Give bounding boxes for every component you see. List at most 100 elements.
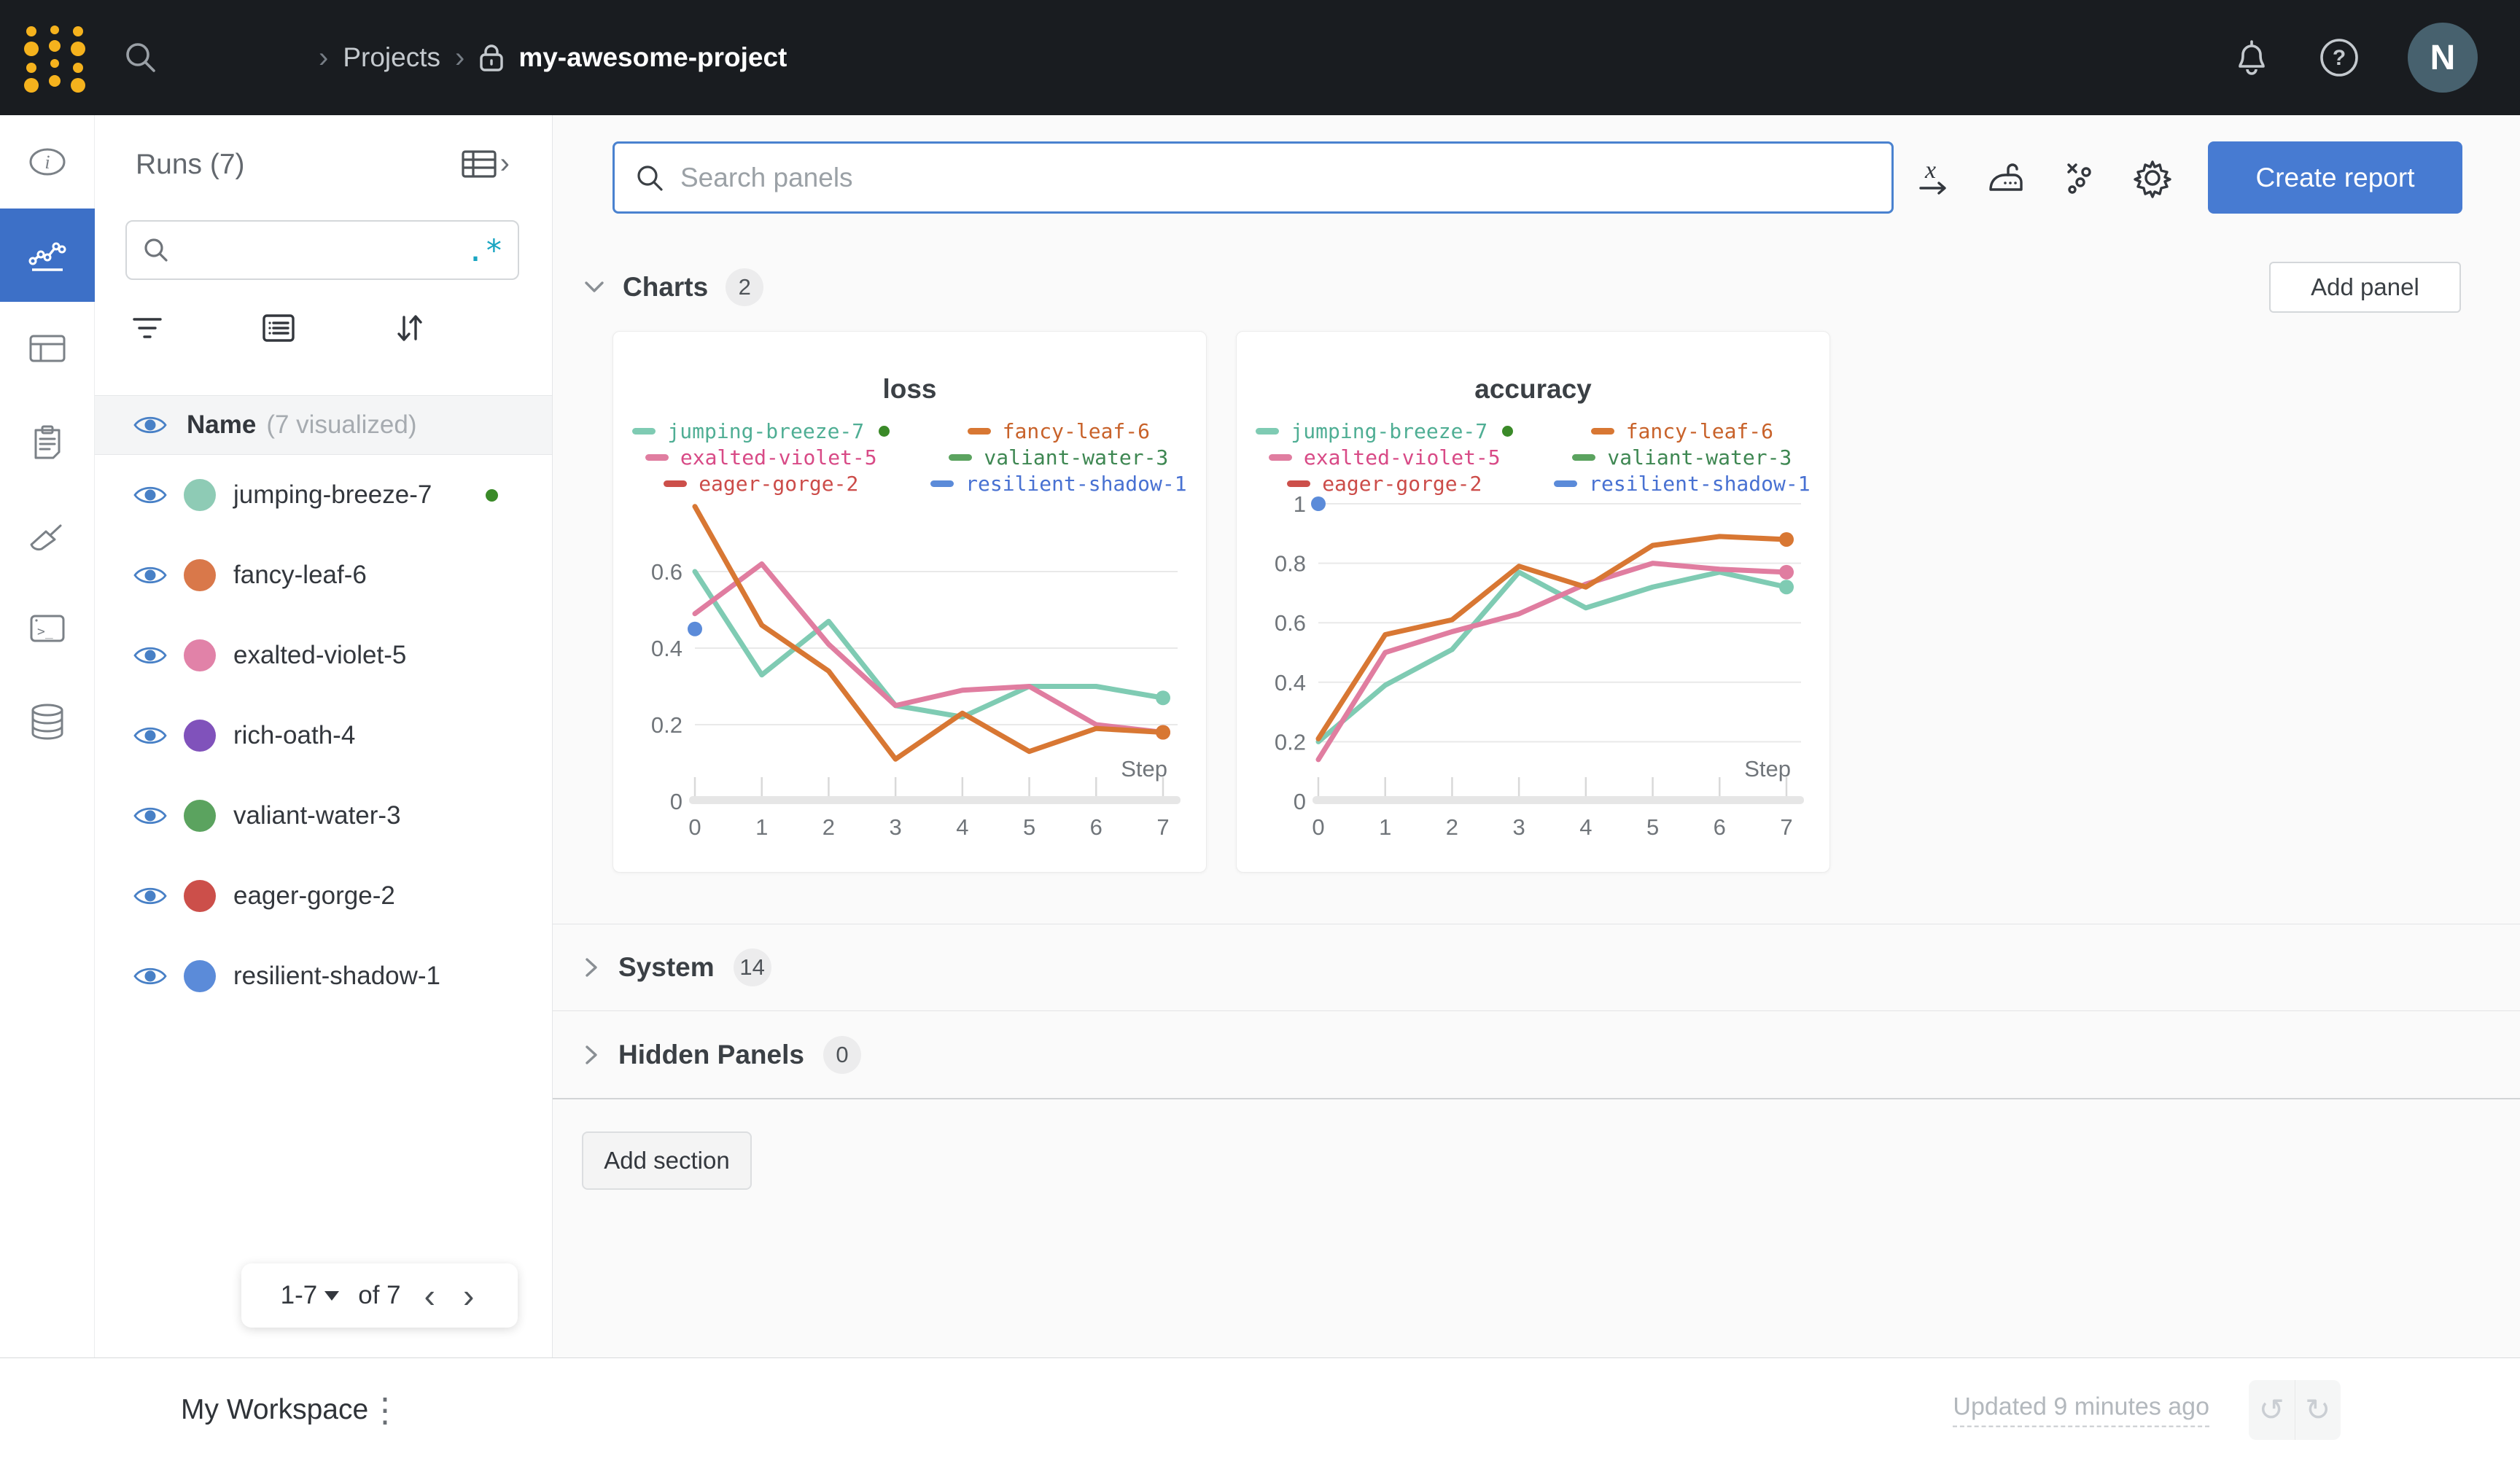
open-runs-table-icon[interactable]: › bbox=[461, 147, 510, 180]
legend-item[interactable]: eager-gorge-2 bbox=[1287, 470, 1482, 496]
visibility-eye-icon[interactable] bbox=[133, 563, 168, 588]
svg-text:3: 3 bbox=[1513, 814, 1525, 840]
nav-artifacts-icon[interactable] bbox=[0, 675, 95, 768]
sort-icon[interactable] bbox=[388, 306, 432, 350]
nav-reports-icon[interactable] bbox=[0, 395, 95, 488]
breadcrumb-separator: › bbox=[454, 42, 465, 74]
legend-item[interactable]: jumping-breeze-7 bbox=[1256, 418, 1514, 444]
run-row[interactable]: rich-oath-4 bbox=[95, 696, 552, 776]
visibility-eye-icon[interactable] bbox=[133, 413, 168, 437]
run-name-label: fancy-leaf-6 bbox=[233, 561, 367, 589]
wandb-logo-icon[interactable] bbox=[23, 21, 87, 94]
filter-funnel-icon[interactable] bbox=[125, 306, 169, 350]
visibility-eye-icon[interactable] bbox=[133, 803, 168, 828]
nav-runs-table-icon[interactable] bbox=[0, 302, 95, 395]
visibility-eye-icon[interactable] bbox=[133, 723, 168, 748]
page-total-label: of 7 bbox=[358, 1281, 401, 1309]
create-report-button[interactable]: Create report bbox=[2208, 141, 2462, 214]
run-row[interactable]: eager-gorge-2 bbox=[95, 856, 552, 936]
undo-button[interactable]: ↺ bbox=[2249, 1379, 2295, 1440]
nav-workspace-charts[interactable] bbox=[0, 209, 95, 302]
legend-item[interactable]: eager-gorge-2 bbox=[664, 470, 858, 496]
run-row[interactable]: resilient-shadow-1 bbox=[95, 936, 552, 1016]
legend-item[interactable]: fancy-leaf-6 bbox=[967, 418, 1150, 444]
system-section-header[interactable]: System 14 bbox=[553, 924, 2520, 1010]
nav-overview-icon[interactable]: i bbox=[0, 115, 95, 209]
legend-item[interactable]: exalted-violet-5 bbox=[645, 444, 877, 470]
run-row[interactable]: exalted-violet-5 bbox=[95, 615, 552, 696]
outliers-icon[interactable] bbox=[2053, 150, 2108, 206]
chevron-right-icon bbox=[586, 1045, 597, 1064]
global-search-icon[interactable] bbox=[122, 39, 160, 77]
visibility-eye-icon[interactable] bbox=[133, 964, 168, 989]
avatar[interactable]: N bbox=[2408, 23, 2478, 93]
svg-text:0: 0 bbox=[688, 814, 701, 840]
svg-text:0.4: 0.4 bbox=[1275, 670, 1306, 696]
group-list-icon[interactable] bbox=[257, 306, 300, 350]
svg-text:0.6: 0.6 bbox=[651, 559, 682, 585]
regex-toggle[interactable]: .* bbox=[466, 232, 503, 268]
legend-run-label: eager-gorge-2 bbox=[699, 471, 859, 496]
panel-accuracy[interactable]: accuracy jumping-breeze-7 fancy-leaf-6 exa… bbox=[1236, 331, 1830, 873]
legend-item[interactable]: valiant-water-3 bbox=[1572, 444, 1792, 470]
add-section-button[interactable]: Add section bbox=[582, 1131, 752, 1190]
legend-item[interactable]: exalted-violet-5 bbox=[1268, 444, 1501, 470]
runs-pagination: 1-7 of 7 ‹ › bbox=[241, 1263, 518, 1328]
run-search-input[interactable] bbox=[181, 235, 467, 265]
search-icon bbox=[637, 165, 663, 191]
visibility-eye-icon[interactable] bbox=[133, 884, 168, 908]
breadcrumb-projects-link[interactable]: Projects bbox=[343, 42, 440, 72]
breadcrumb-project-name[interactable]: my-awesome-project bbox=[518, 42, 788, 72]
legend-item[interactable]: fancy-leaf-6 bbox=[1590, 418, 1773, 444]
legend-item[interactable]: jumping-breeze-7 bbox=[632, 418, 890, 444]
panel-loss[interactable]: loss jumping-breeze-7 fancy-leaf-6 exalted… bbox=[612, 331, 1207, 873]
runs-name-header[interactable]: Name (7 visualized) bbox=[95, 395, 552, 455]
workspace-menu-kebab-icon[interactable]: ⋮ bbox=[368, 1390, 402, 1429]
accuracy-line-chart[interactable]: 0 0.2 0.4 0.6 0.8 1 0 1 2 3 4 5 6 7 Step bbox=[1237, 492, 1831, 857]
prev-page-button[interactable]: ‹ bbox=[424, 1277, 435, 1314]
legend-run-label: fancy-leaf-6 bbox=[1002, 418, 1150, 443]
svg-text:3: 3 bbox=[890, 814, 902, 840]
svg-text:0: 0 bbox=[670, 789, 682, 814]
add-panel-button[interactable]: Add panel bbox=[2269, 262, 2461, 313]
visibility-eye-icon[interactable] bbox=[133, 483, 168, 507]
x-axis-settings-icon[interactable]: x bbox=[1906, 150, 1961, 206]
chart-title: accuracy bbox=[1474, 374, 1592, 404]
run-name-label: valiant-water-3 bbox=[233, 801, 401, 830]
svg-text:0: 0 bbox=[1312, 814, 1324, 840]
panel-search-input[interactable] bbox=[679, 161, 1872, 194]
legend-item[interactable]: valiant-water-3 bbox=[949, 444, 1168, 470]
charts-count-badge: 2 bbox=[726, 268, 764, 306]
hidden-panels-label: Hidden Panels bbox=[618, 1039, 804, 1070]
visibility-eye-icon[interactable] bbox=[133, 643, 168, 668]
loss-line-chart[interactable]: 0 0.2 0.4 0.6 0 1 2 3 4 5 6 7 Step bbox=[613, 492, 1208, 857]
chart-title: loss bbox=[882, 374, 937, 404]
charts-section-header[interactable]: Charts 2 bbox=[583, 262, 764, 313]
nav-jobs-terminal-icon[interactable]: >_ bbox=[0, 582, 95, 675]
hidden-panels-section-header[interactable]: Hidden Panels 0 bbox=[553, 1010, 2520, 1099]
run-row[interactable]: jumping-breeze-7 bbox=[95, 455, 552, 535]
next-page-button[interactable]: › bbox=[462, 1277, 475, 1314]
run-row[interactable]: fancy-leaf-6 bbox=[95, 535, 552, 615]
smoothing-iron-icon[interactable] bbox=[1979, 150, 2034, 206]
legend-item[interactable]: resilient-shadow-1 bbox=[1554, 470, 1811, 496]
svg-text:6: 6 bbox=[1090, 814, 1102, 840]
help-icon[interactable]: ? bbox=[2319, 37, 2360, 78]
svg-text:4: 4 bbox=[1579, 814, 1592, 840]
svg-text:1: 1 bbox=[755, 814, 768, 840]
svg-text:2: 2 bbox=[1446, 814, 1458, 840]
legend-color-dash bbox=[645, 453, 669, 461]
legend-run-label: fancy-leaf-6 bbox=[1625, 418, 1773, 443]
run-color-dot bbox=[184, 559, 216, 591]
updated-timestamp[interactable]: Updated 9 minutes ago bbox=[1953, 1392, 2209, 1427]
settings-gear-icon[interactable] bbox=[2125, 150, 2180, 206]
notifications-bell-icon[interactable] bbox=[2233, 37, 2271, 78]
nav-sweeps-icon[interactable] bbox=[0, 488, 95, 582]
page-range-dropdown[interactable]: 1-7 bbox=[281, 1281, 340, 1310]
redo-button[interactable]: ↻ bbox=[2305, 1392, 2331, 1427]
svg-text:4: 4 bbox=[956, 814, 968, 840]
running-status-dot bbox=[1502, 425, 1514, 437]
workspace-name-label: My Workspace bbox=[181, 1393, 369, 1425]
legend-item[interactable]: resilient-shadow-1 bbox=[930, 470, 1187, 496]
run-row[interactable]: valiant-water-3 bbox=[95, 776, 552, 856]
